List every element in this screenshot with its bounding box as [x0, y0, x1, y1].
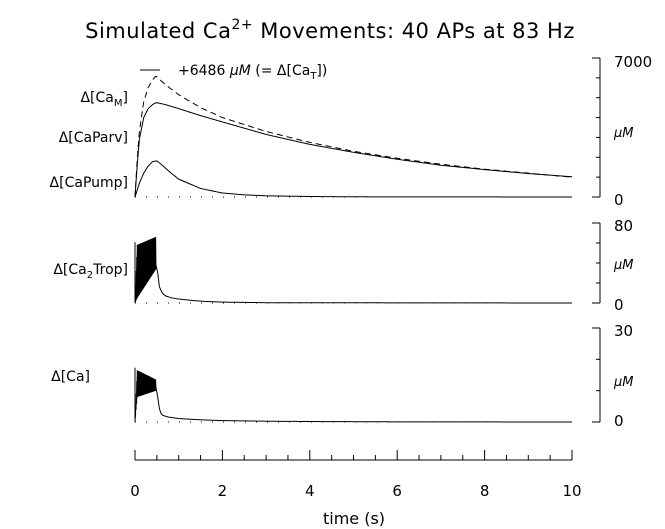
annotation-delta: Δ[Ca	[277, 63, 310, 79]
label-Ca2Trop: Δ[Ca2Trop]	[53, 262, 128, 281]
annotation-mid: (=	[251, 63, 277, 79]
title-superscript: 2+	[231, 17, 253, 33]
label-Ca2Trop-sub: 2	[87, 270, 93, 281]
annotation-end: ])	[316, 63, 327, 79]
panel-3-unit: µM	[613, 375, 634, 390]
panel-1-unit: µM	[613, 126, 634, 141]
series-Δ[CaParv]-line	[134, 102, 573, 198]
label-Ca: Δ[Ca]	[51, 369, 90, 385]
x-tick-label: 4	[305, 482, 315, 500]
x-tick-label: 6	[392, 482, 402, 500]
label-Ca2Trop-main: Δ[Ca	[53, 262, 86, 278]
panel-2-ytick-bottom: 0	[614, 296, 624, 314]
axes: 0 2 4 6 8 10	[130, 57, 601, 500]
annotation-prefix: +6486	[178, 63, 230, 79]
panel-2-unit: µM	[613, 258, 634, 273]
series-Δ[Ca2Trop]-envelope	[135, 237, 156, 301]
x-tick-label: 10	[562, 482, 581, 500]
series-group	[134, 75, 573, 423]
label-CaM-main: Δ[Ca	[80, 90, 113, 106]
series-Δ[Ca]-envelope	[135, 370, 156, 412]
panel-1-ytick-top: 7000	[614, 53, 652, 71]
panel-1-annotation: +6486 µM (= Δ[CaT])	[178, 63, 327, 82]
label-Ca2Trop-end: Trop]	[92, 262, 128, 278]
label-CaPump: Δ[CaPump]	[50, 175, 128, 191]
x-axis-label: time (s)	[323, 509, 385, 528]
annotation-sub: T	[309, 71, 317, 82]
series-Δ[Ca2Trop]-decay	[155, 264, 572, 304]
annotation-unit: µM	[229, 63, 251, 79]
series-Δ[CaPump]-line	[134, 160, 572, 198]
x-tick-label: 0	[130, 482, 140, 500]
label-CaM-end: ]	[123, 90, 128, 106]
series-Δ[Ca]-decay	[155, 387, 572, 423]
label-CaM-sub: M	[114, 98, 123, 109]
panel-1-ytick-bottom: 0	[614, 191, 624, 209]
panel-2-ytick-top: 80	[614, 217, 633, 235]
label-CaParv: Δ[CaParv]	[59, 130, 128, 146]
panel-3-ytick-bottom: 0	[614, 412, 624, 430]
chart-title: Simulated Ca2+ Movements: 40 APs at 83 H…	[85, 17, 575, 43]
label-CaM: Δ[CaM]	[80, 90, 128, 109]
title-prefix: Simulated Ca	[85, 19, 231, 43]
x-tick-label: 8	[480, 482, 490, 500]
panel-3-ytick-top: 30	[614, 322, 633, 340]
title-suffix: Movements: 40 APs at 83 Hz	[253, 19, 575, 43]
x-tick-label: 2	[218, 482, 228, 500]
series-Δ[CaM]-line	[134, 75, 573, 198]
